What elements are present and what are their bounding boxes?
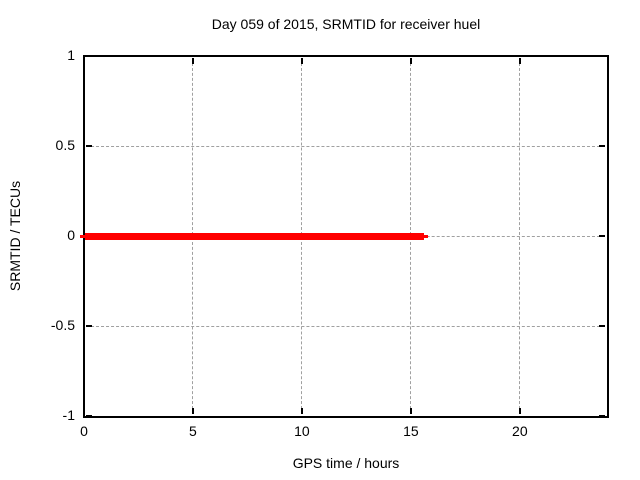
x-tick-mark-top [191, 58, 194, 64]
y-tick-mark-left [86, 325, 92, 327]
x-tick-mark-top [300, 58, 303, 64]
plot-area: 0 5 10 15 20 -1 -0.5 0 0.5 1 [51, 47, 607, 439]
x-tick-mark-top [518, 58, 521, 64]
y-tick-label: 1 [67, 47, 75, 63]
y-gridline [86, 145, 605, 147]
x-tick-mark-bottom [518, 408, 521, 414]
x-tick-mark-bottom [300, 408, 303, 414]
x-tick-label: 0 [80, 423, 88, 439]
x-tick-mark-bottom [409, 408, 412, 414]
x-tick-mark-top [409, 58, 412, 64]
y-tick-mark-right [599, 235, 605, 237]
y-tick-mark-right [599, 145, 605, 147]
x-tick-mark-bottom [191, 408, 194, 414]
y-tick-mark-left [86, 55, 92, 57]
y-tick-label: -1 [62, 407, 75, 423]
chart-title: Day 059 of 2015, SRMTID for receiver hue… [211, 16, 481, 32]
y-tick-label: 0.5 [55, 137, 75, 153]
x-tick-label: 20 [512, 423, 528, 439]
x-tick-label: 5 [189, 423, 197, 439]
y-tick-mark-right [599, 415, 605, 417]
x-tick-mark-bottom [83, 408, 85, 414]
y-tick-mark-left [86, 145, 92, 147]
y-axis-label: SRMTID / TECUs [7, 180, 23, 292]
series-line-srmtid [85, 232, 425, 240]
y-gridline [86, 325, 605, 327]
y-tick-mark-left [86, 415, 92, 417]
x-tick-mark-top [83, 58, 85, 64]
y-tick-label: 0 [67, 227, 75, 243]
y-tick-label: -0.5 [50, 317, 75, 333]
y-tick-mark-right [599, 325, 605, 327]
x-axis-label: GPS time / hours [292, 455, 400, 471]
x-tick-label: 15 [403, 423, 419, 439]
x-tick-label: 10 [294, 423, 310, 439]
y-tick-mark-right [599, 55, 605, 57]
